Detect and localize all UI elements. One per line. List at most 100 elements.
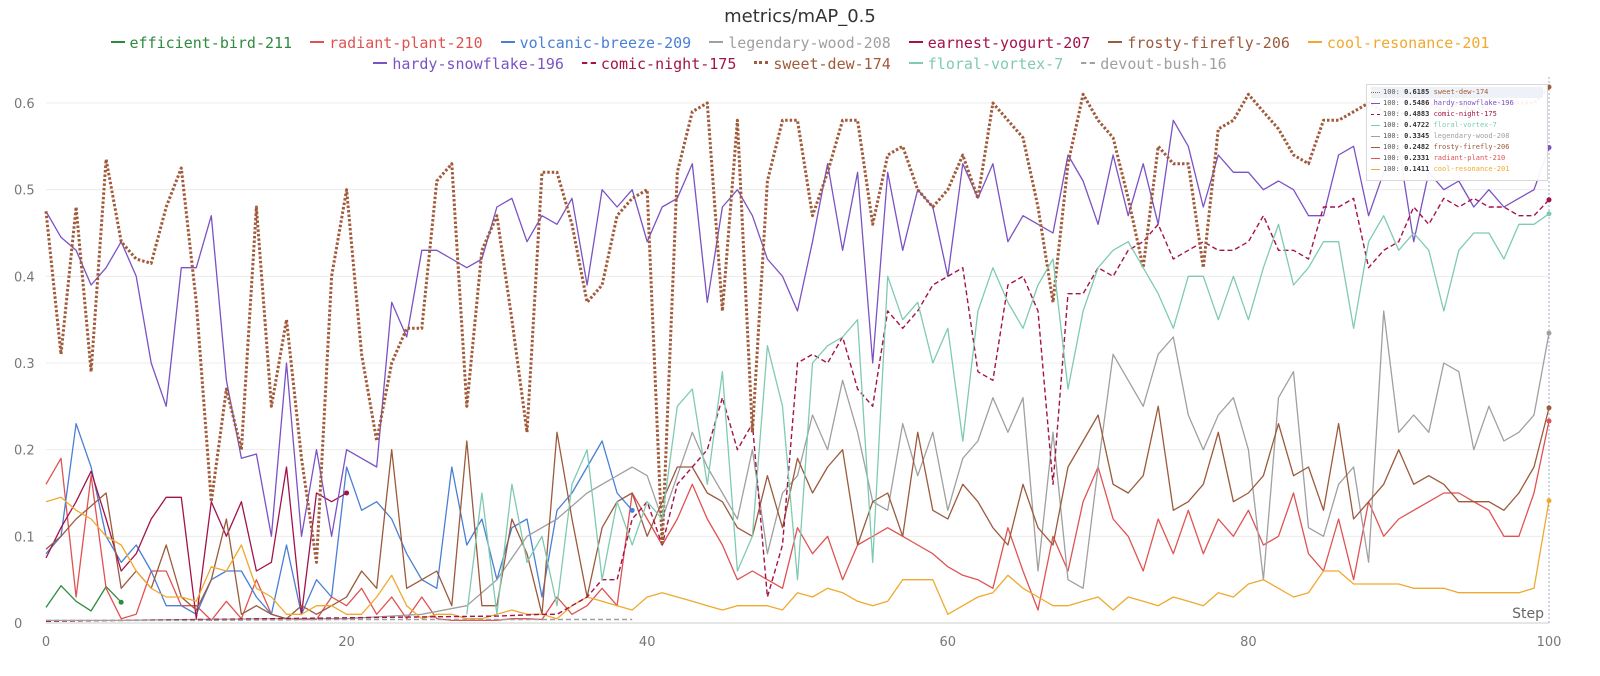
legend-swatch [908, 40, 923, 43]
legend-item[interactable]: hardy-snowflake-196 [373, 55, 564, 73]
legend-label: hardy-snowflake-196 [392, 55, 564, 73]
tooltip-series-name: sweet-dew-174 [1433, 88, 1489, 96]
tooltip-row: 100: 0.3345 legendary-wood-208 [1371, 131, 1543, 142]
legend-swatch [908, 61, 923, 64]
end-marker-radiant-plant-210 [1546, 418, 1552, 424]
legend-label: earnest-yogurt-207 [927, 34, 1091, 52]
tooltip-row: 100: 0.4883 comic-night-175 [1371, 109, 1543, 120]
series-line-earnest-yogurt-207 [45, 466, 347, 620]
series-line-floral-vortex-7 [466, 213, 1550, 615]
x-axis-label: Step [1512, 606, 1544, 622]
x-tick-label: 60 [940, 635, 957, 650]
x-tick-label: 100 [1537, 635, 1562, 650]
legend-item[interactable]: cool-resonance-201 [1307, 34, 1490, 52]
tooltip-step: 100: [1383, 132, 1400, 140]
end-marker-efficient-bird-211 [118, 599, 124, 605]
tooltip-row: 100: 0.2482 frosty-firefly-206 [1371, 142, 1543, 153]
legend-item[interactable]: frosty-firefly-206 [1108, 34, 1290, 52]
legend-label: radiant-plant-210 [329, 34, 483, 52]
legend-item[interactable]: radiant-plant-210 [310, 34, 483, 52]
legend-item[interactable]: devout-bush-16 [1081, 55, 1227, 73]
legend-item[interactable]: sweet-dew-174 [754, 55, 891, 73]
legend-swatch [110, 40, 125, 43]
y-tick-label: 0.3 [14, 357, 35, 372]
x-tick-label: 40 [639, 635, 656, 650]
tooltip-value: 0.5486 [1404, 99, 1430, 107]
legend-item[interactable]: efficient-bird-211 [110, 34, 293, 52]
legend-label: frosty-firefly-206 [1127, 34, 1290, 52]
tooltip-row: 100: 0.4722 floral-vortex-7 [1371, 120, 1543, 131]
tooltip-series-name: hardy-snowflake-196 [1433, 99, 1514, 107]
legend-swatch [1307, 40, 1322, 43]
y-tick-label: 0 [14, 617, 22, 632]
x-tick-label: 0 [42, 635, 50, 650]
legend-item[interactable]: volcanic-breeze-209 [500, 34, 692, 52]
legend-label: efficient-bird-211 [129, 34, 293, 52]
hover-tooltip: 100: 0.6185 sweet-dew-174 100: 0.5486 har… [1366, 84, 1548, 181]
tooltip-series-name: radiant-plant-210 [1433, 154, 1506, 162]
tooltip-swatch [1371, 113, 1380, 115]
tooltip-step: 100: [1383, 154, 1400, 162]
legend-item[interactable]: comic-night-175 [581, 55, 736, 73]
tooltip-value: 0.2482 [1404, 143, 1430, 151]
tooltip-swatch [1371, 146, 1380, 148]
chart-title: metrics/mAP_0.5 [724, 6, 876, 27]
legend-item[interactable]: earnest-yogurt-207 [908, 34, 1091, 52]
tooltip-value: 0.6185 [1404, 88, 1430, 96]
end-marker-frosty-firefly-206 [1546, 405, 1552, 411]
tooltip-series-name: frosty-firefly-206 [1433, 143, 1510, 151]
legend-item[interactable]: legendary-wood-208 [709, 34, 891, 52]
tooltip-step: 100: [1383, 165, 1400, 173]
tooltip-swatch [1371, 91, 1380, 93]
end-marker-volcanic-breeze-209 [629, 507, 635, 513]
legend-item[interactable]: floral-vortex-7 [908, 55, 1064, 73]
legend-label: volcanic-breeze-209 [519, 34, 692, 52]
legend-label: cool-resonance-201 [1326, 34, 1490, 52]
tooltip-step: 100: [1383, 99, 1400, 107]
tooltip-series-name: comic-night-175 [1433, 110, 1497, 118]
tooltip-row: 100: 0.5486 hardy-snowflake-196 [1371, 98, 1543, 109]
tooltip-step: 100: [1383, 110, 1400, 118]
legend-swatch [310, 40, 325, 43]
legend-swatch [1108, 40, 1123, 43]
tooltip-step: 100: [1383, 121, 1400, 129]
tooltip-value: 0.3345 [1404, 132, 1430, 140]
end-marker-comic-night-175 [1546, 197, 1552, 203]
tooltip-value: 0.4883 [1404, 110, 1430, 118]
legend-swatch [1081, 61, 1096, 64]
end-marker-earnest-yogurt-207 [344, 490, 350, 496]
tooltip-swatch [1371, 102, 1380, 104]
tooltip-value: 0.4722 [1404, 121, 1430, 129]
series-line-efficient-bird-211 [45, 585, 122, 612]
series-line-devout-bush-16 [46, 618, 633, 622]
legend-swatch [754, 61, 769, 64]
tooltip-swatch [1371, 124, 1380, 126]
legend-label: floral-vortex-7 [927, 55, 1064, 73]
series-line-radiant-plant-210 [45, 420, 1550, 622]
legend-swatch [373, 61, 388, 64]
legend-row-1: efficient-bird-211 radiant-plant-210 volca… [0, 34, 1600, 52]
series-line-hardy-snowflake-196 [45, 119, 1550, 537]
series-line-comic-night-175 [45, 197, 1550, 622]
tooltip-value: 0.1411 [1404, 165, 1430, 173]
tooltip-row: 100: 0.1411 cool-resonance-201 [1371, 164, 1543, 175]
legend-label: sweet-dew-174 [773, 55, 891, 73]
tooltip-series-name: cool-resonance-201 [1433, 165, 1510, 173]
y-tick-label: 0.2 [14, 444, 35, 459]
end-marker-cool-resonance-201 [1546, 498, 1552, 504]
end-marker-legendary-wood-208 [1546, 330, 1552, 336]
y-tick-label: 0.6 [14, 97, 35, 112]
y-tick-label: 0.5 [14, 184, 35, 199]
tooltip-swatch [1371, 135, 1380, 137]
tooltip-row: 100: 0.6185 sweet-dew-174 [1371, 87, 1543, 98]
series-line-frosty-firefly-206 [45, 405, 1550, 620]
y-tick-label: 0.1 [14, 530, 35, 545]
tooltip-series-name: floral-vortex-7 [1433, 121, 1497, 129]
series-line-sweet-dew-174 [44, 85, 1551, 564]
legend-row-2: hardy-snowflake-196 comic-night-175 sweet-… [0, 55, 1600, 73]
legend-label: legendary-wood-208 [728, 34, 891, 52]
legend-swatch [709, 40, 724, 43]
y-tick-label: 0.4 [14, 270, 35, 285]
